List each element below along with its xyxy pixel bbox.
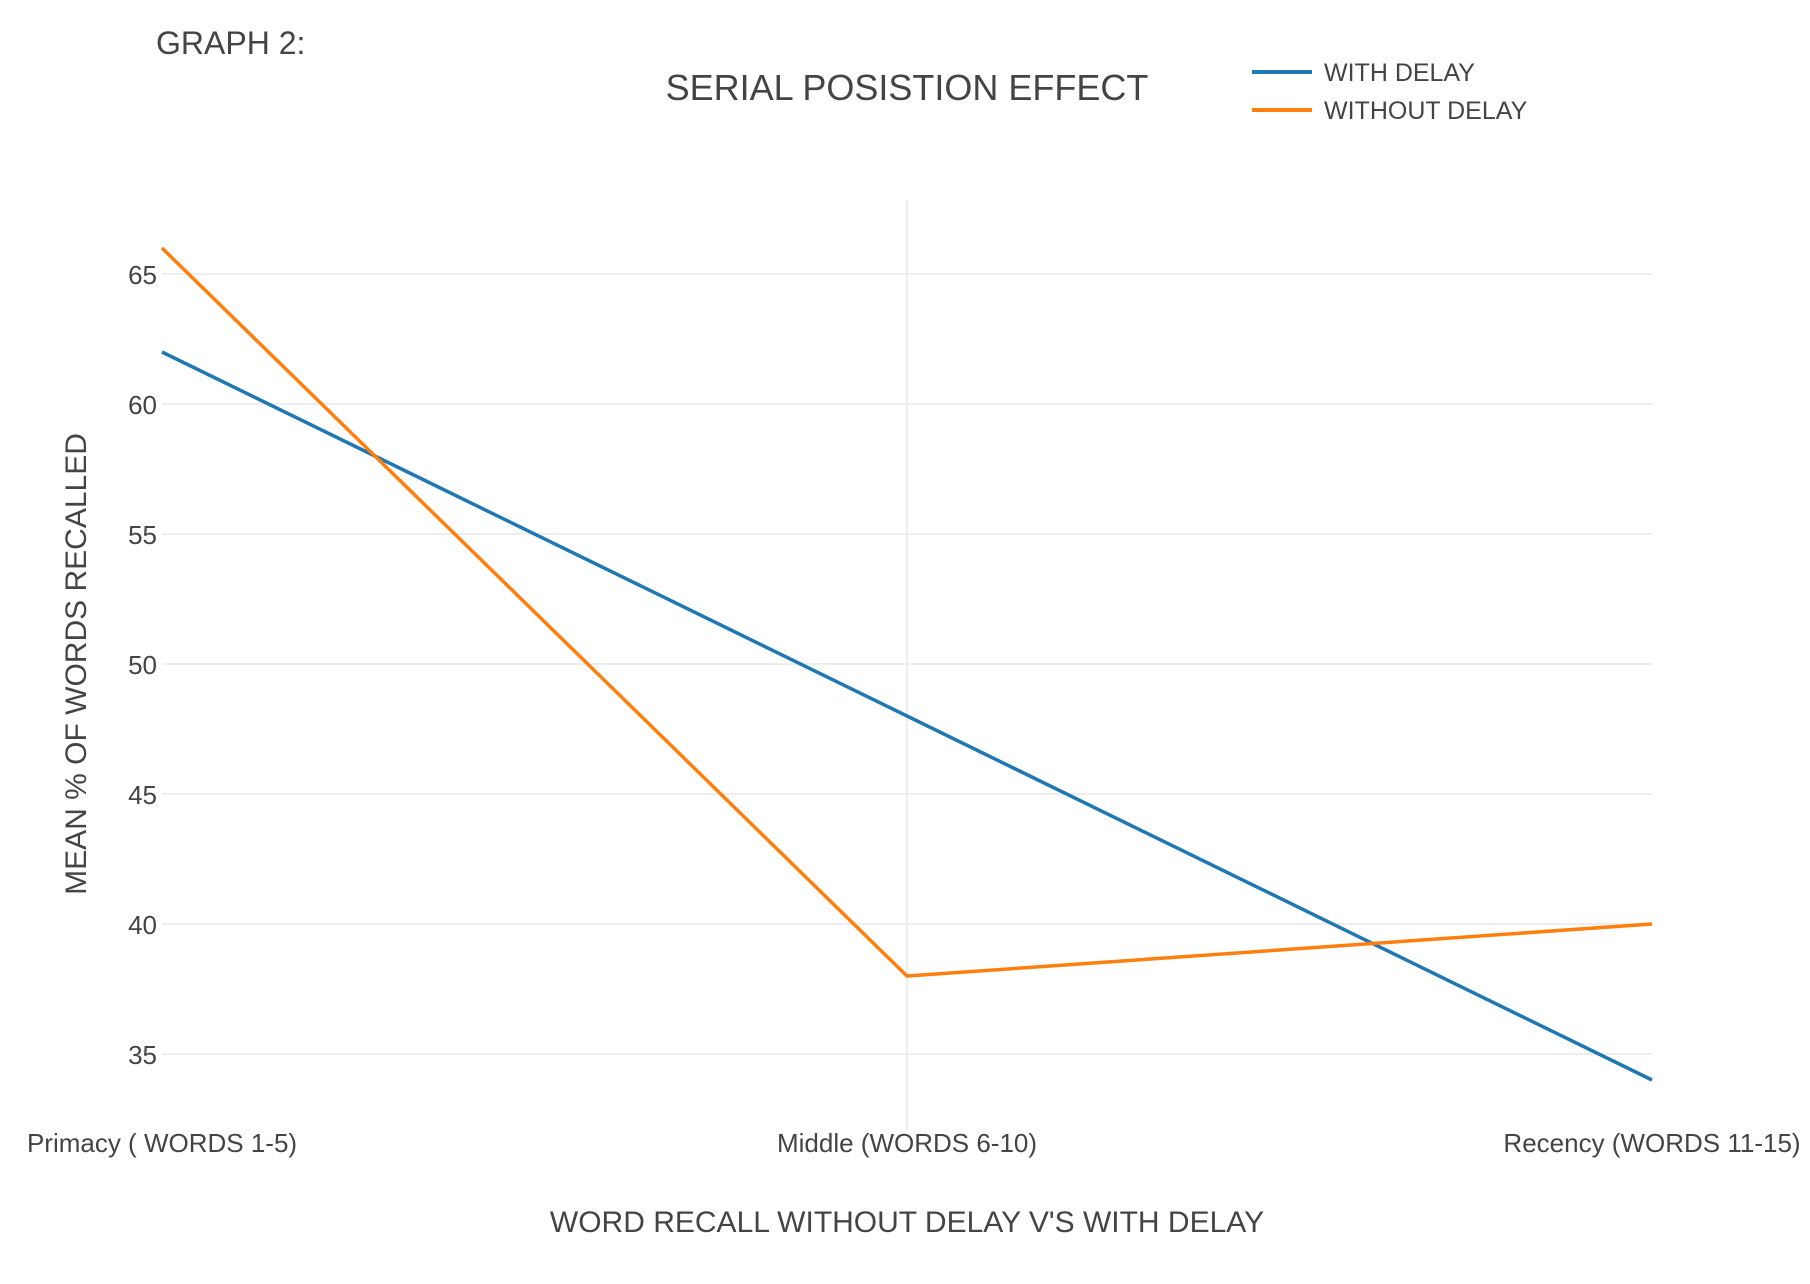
y-tick-label: 60 <box>128 390 157 420</box>
x-tick-labels: Primacy ( WORDS 1-5) Middle (WORDS 6-10) R… <box>27 1128 1801 1158</box>
y-tick-label: 35 <box>128 1040 157 1070</box>
series-line-with-delay <box>161 350 1653 1082</box>
legend: WITH DELAY WITHOUT DELAY <box>1252 59 1528 125</box>
grid <box>162 200 1652 1130</box>
y-tick-label: 40 <box>128 910 157 940</box>
y-tick-label: 50 <box>128 650 157 680</box>
x-tick-label: Recency (WORDS 11-15) <box>1503 1128 1800 1158</box>
legend-label: WITHOUT DELAY <box>1324 97 1528 125</box>
series-line-without-delay <box>160 246 1653 978</box>
series-lines <box>160 246 1653 1082</box>
x-tick-label: Primacy ( WORDS 1-5) <box>27 1128 297 1158</box>
graph-heading: GRAPH 2: <box>156 25 305 61</box>
y-tick-label: 65 <box>128 260 157 290</box>
y-tick-label: 55 <box>128 520 157 550</box>
y-tick-labels: 35 40 45 50 55 60 65 <box>128 260 157 1070</box>
y-axis-label: MEAN % OF WORDS RECALLED <box>60 433 93 895</box>
x-axis-label: WORD RECALL WITHOUT DELAY V'S WITH DELAY <box>550 1206 1264 1239</box>
y-tick-label: 45 <box>128 780 157 810</box>
chart-title: SERIAL POSISTION EFFECT <box>666 67 1149 108</box>
x-tick-label: Middle (WORDS 6-10) <box>777 1128 1037 1158</box>
legend-label: WITH DELAY <box>1324 59 1475 87</box>
